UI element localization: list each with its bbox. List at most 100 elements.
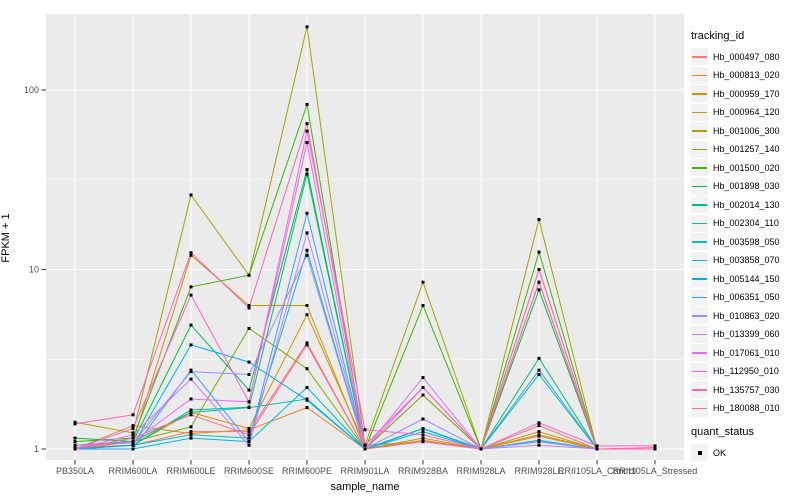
legend-item-label: Hb_001006_300	[713, 125, 780, 136]
data-point	[247, 388, 251, 392]
data-point	[305, 103, 309, 106]
data-point	[247, 306, 251, 310]
legend-item-label: OK	[713, 447, 727, 458]
data-point	[189, 293, 193, 297]
legend-item-label: Hb_002014_130	[713, 199, 780, 210]
data-point	[305, 386, 309, 389]
legend-item-label: Hb_000964_120	[713, 107, 780, 118]
data-point	[189, 433, 193, 437]
legend-item-label: Hb_013399_060	[713, 329, 780, 340]
data-point	[189, 370, 193, 374]
data-point	[305, 129, 309, 133]
legend-item-label: Hb_180088_010	[713, 403, 780, 414]
legend-item: Hb_001257_140	[691, 140, 799, 159]
series-color-line-icon	[692, 111, 707, 114]
y-tick-label: 10	[29, 265, 39, 275]
x-tick-label: RRIM928LA	[456, 466, 505, 476]
legend-item-label: Hb_135757_030	[713, 384, 780, 395]
data-point	[305, 172, 309, 176]
data-point	[131, 413, 135, 417]
legend-item: Hb_010863_020	[691, 307, 799, 325]
legend-title-tracking-id: tracking_id	[691, 30, 745, 42]
data-point	[131, 447, 135, 451]
legend-item-label: Hb_001500_020	[713, 162, 780, 173]
series-color-line-icon	[692, 74, 707, 77]
data-point	[131, 424, 135, 428]
legend-item: Hb_001500_020	[691, 159, 799, 177]
data-point	[363, 428, 367, 432]
data-point	[247, 427, 251, 430]
legend-key-line-icon	[691, 381, 708, 399]
data-point	[537, 433, 541, 437]
data-point	[73, 447, 77, 451]
x-tick-label: RRII105LA_Control	[558, 466, 636, 476]
legend-key-line-icon	[691, 196, 708, 214]
legend-title-quant-status: quant_status	[691, 426, 754, 438]
legend-key-line-icon	[691, 233, 708, 251]
data-point	[305, 398, 309, 402]
data-point	[247, 440, 251, 444]
series-color-line-icon	[692, 167, 707, 169]
legend-item: Hb_000497_080	[691, 48, 799, 66]
legend-item-label: Hb_001898_030	[713, 181, 780, 192]
data-point	[247, 360, 251, 364]
data-point	[305, 313, 309, 317]
data-point	[595, 447, 599, 451]
data-point	[653, 446, 657, 449]
series-color-line-icon	[692, 130, 707, 132]
data-point	[189, 430, 193, 434]
data-point	[421, 386, 425, 389]
data-point	[421, 436, 425, 440]
legend-item: Hb_006351_050	[691, 288, 799, 307]
data-point	[537, 443, 541, 447]
data-point	[189, 425, 193, 429]
series-color-line-icon	[692, 185, 707, 188]
data-point	[363, 447, 367, 451]
data-point	[131, 440, 135, 444]
legend-item: Hb_180088_010	[691, 399, 799, 418]
data-point	[131, 443, 135, 447]
data-point	[653, 444, 657, 448]
data-point	[537, 280, 541, 284]
legend-key-line-icon	[691, 48, 708, 66]
data-point	[421, 280, 425, 284]
data-point	[595, 444, 599, 448]
legend-key-line-icon	[691, 270, 708, 288]
legend-item-label: Hb_003598_050	[713, 236, 780, 247]
series-color-line-icon	[692, 148, 707, 151]
data-point	[131, 436, 135, 440]
data-point	[421, 433, 425, 437]
legend-item: Hb_017061_010	[691, 344, 799, 362]
data-point	[305, 25, 309, 29]
x-tick-label: RRIM928LE	[514, 466, 563, 476]
data-point	[189, 397, 193, 401]
legend-key-line-icon	[691, 66, 708, 84]
legend-item: Hb_000964_120	[691, 103, 799, 122]
legend-item: Hb_000959_170	[691, 85, 799, 103]
legend-item-label: Hb_003858_070	[713, 255, 780, 266]
data-point	[537, 288, 541, 292]
data-point	[305, 248, 309, 252]
data-point	[537, 268, 541, 271]
data-point	[189, 343, 193, 347]
series-color-line-icon	[692, 241, 707, 243]
series-color-line-icon	[692, 370, 707, 373]
series-color-line-icon	[692, 296, 707, 299]
data-point	[73, 420, 77, 424]
series-color-line-icon	[692, 407, 707, 410]
legend-key-line-icon	[691, 251, 708, 269]
legend-item-label: Hb_005144_150	[713, 273, 780, 284]
data-point	[305, 343, 309, 347]
data-point	[537, 430, 541, 434]
legend-item-label: Hb_010863_020	[713, 310, 780, 321]
data-point	[537, 424, 541, 428]
data-point	[537, 421, 541, 425]
legend-key-line-icon	[691, 103, 708, 121]
data-point	[189, 193, 193, 197]
series-color-line-icon	[692, 259, 707, 262]
x-tick-label: RRIM600PE	[282, 466, 332, 476]
x-tick-label: RRIM600LE	[166, 466, 215, 476]
data-point	[421, 440, 425, 444]
legend-item-label: Hb_000813_020	[713, 70, 780, 81]
series-color-line-icon	[692, 93, 707, 95]
